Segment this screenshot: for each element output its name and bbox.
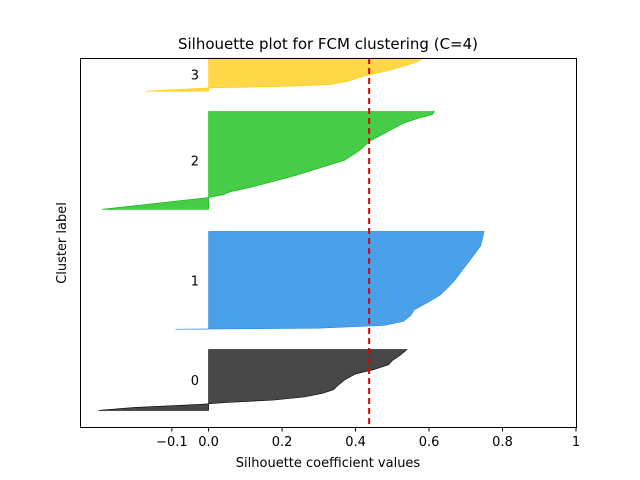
silhouette-band-cluster-2 (101, 111, 436, 210)
x-axis-ticks: −0.1 0.0 0.2 0.4 0.6 0.8 1 (156, 427, 580, 450)
x-tick-label: 0.4 (345, 435, 366, 450)
cluster-label-2: 2 (191, 154, 199, 169)
silhouette-band-cluster-1 (175, 231, 485, 330)
x-tick-label: 1 (572, 435, 580, 450)
x-tick-label: −0.1 (156, 435, 188, 450)
x-tick-label: 0.8 (492, 435, 513, 450)
cluster-label-0: 0 (191, 374, 199, 389)
chart-title: Silhouette plot for FCM clustering (C=4) (178, 35, 478, 53)
cluster-label-3: 3 (191, 69, 199, 84)
silhouette-band-cluster-3 (146, 57, 425, 92)
cluster-label-1: 1 (191, 274, 199, 289)
y-axis-label: Cluster label (55, 202, 70, 284)
x-tick-label: 0.2 (272, 435, 293, 450)
plot-area: 0 1 2 3 (80, 57, 577, 428)
x-tick-label: 0.0 (198, 435, 219, 450)
silhouette-band-cluster-0 (98, 349, 408, 411)
x-axis-label: Silhouette coefficient values (236, 456, 421, 471)
axes-frame (80, 58, 577, 428)
x-tick-label: 0.6 (419, 435, 440, 450)
